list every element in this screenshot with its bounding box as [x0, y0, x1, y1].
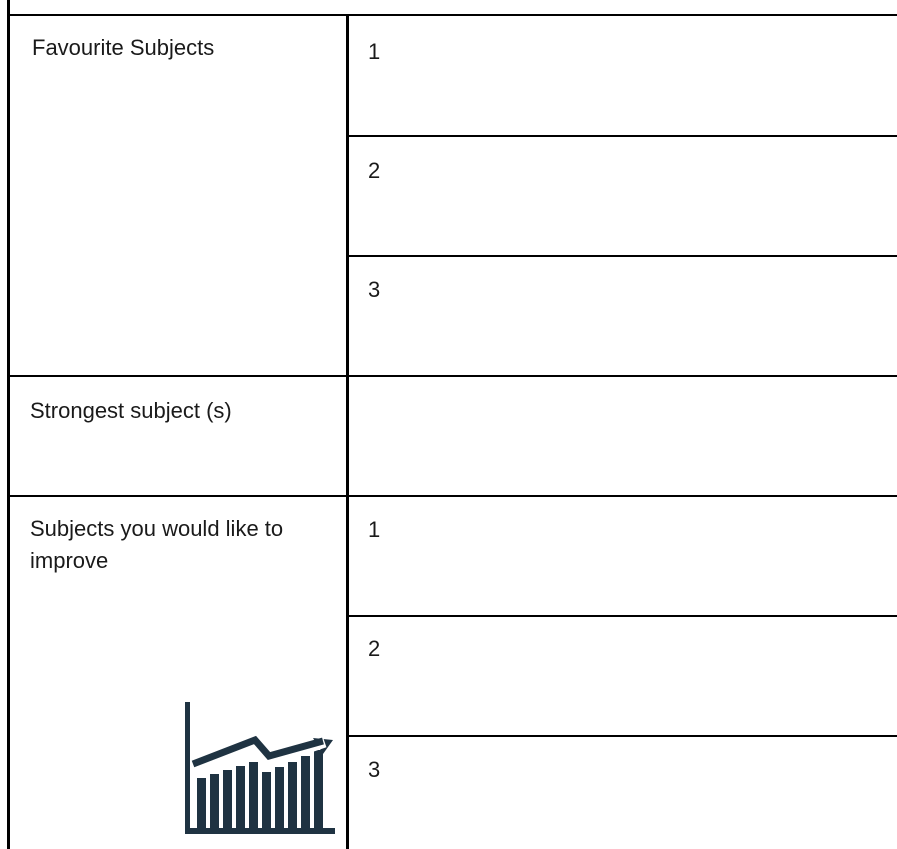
table-border-left [7, 0, 10, 849]
section-divider-improve [7, 495, 897, 497]
favourite-subject-row-number: 3 [368, 274, 380, 306]
improve-subjects-label: Subjects you would like to improve [30, 513, 295, 577]
favourite-subject-row-number: 2 [368, 155, 380, 187]
section-divider-strongest [7, 375, 897, 377]
row-divider-improve-1 [347, 615, 897, 617]
strongest-subject-label: Strongest subject (s) [30, 395, 232, 427]
improve-subject-row-number: 2 [368, 633, 380, 665]
growth-chart-icon [185, 700, 335, 836]
row-divider-fav-1 [347, 135, 897, 137]
favourite-subject-row-number: 1 [368, 36, 380, 68]
row-divider-fav-2 [347, 255, 897, 257]
favourite-subjects-label: Favourite Subjects [32, 32, 214, 64]
table-border-top [7, 14, 897, 16]
row-divider-improve-2 [347, 735, 897, 737]
improve-subject-row-number: 1 [368, 514, 380, 546]
table-column-divider [346, 15, 349, 849]
improve-subject-row-number: 3 [368, 754, 380, 786]
